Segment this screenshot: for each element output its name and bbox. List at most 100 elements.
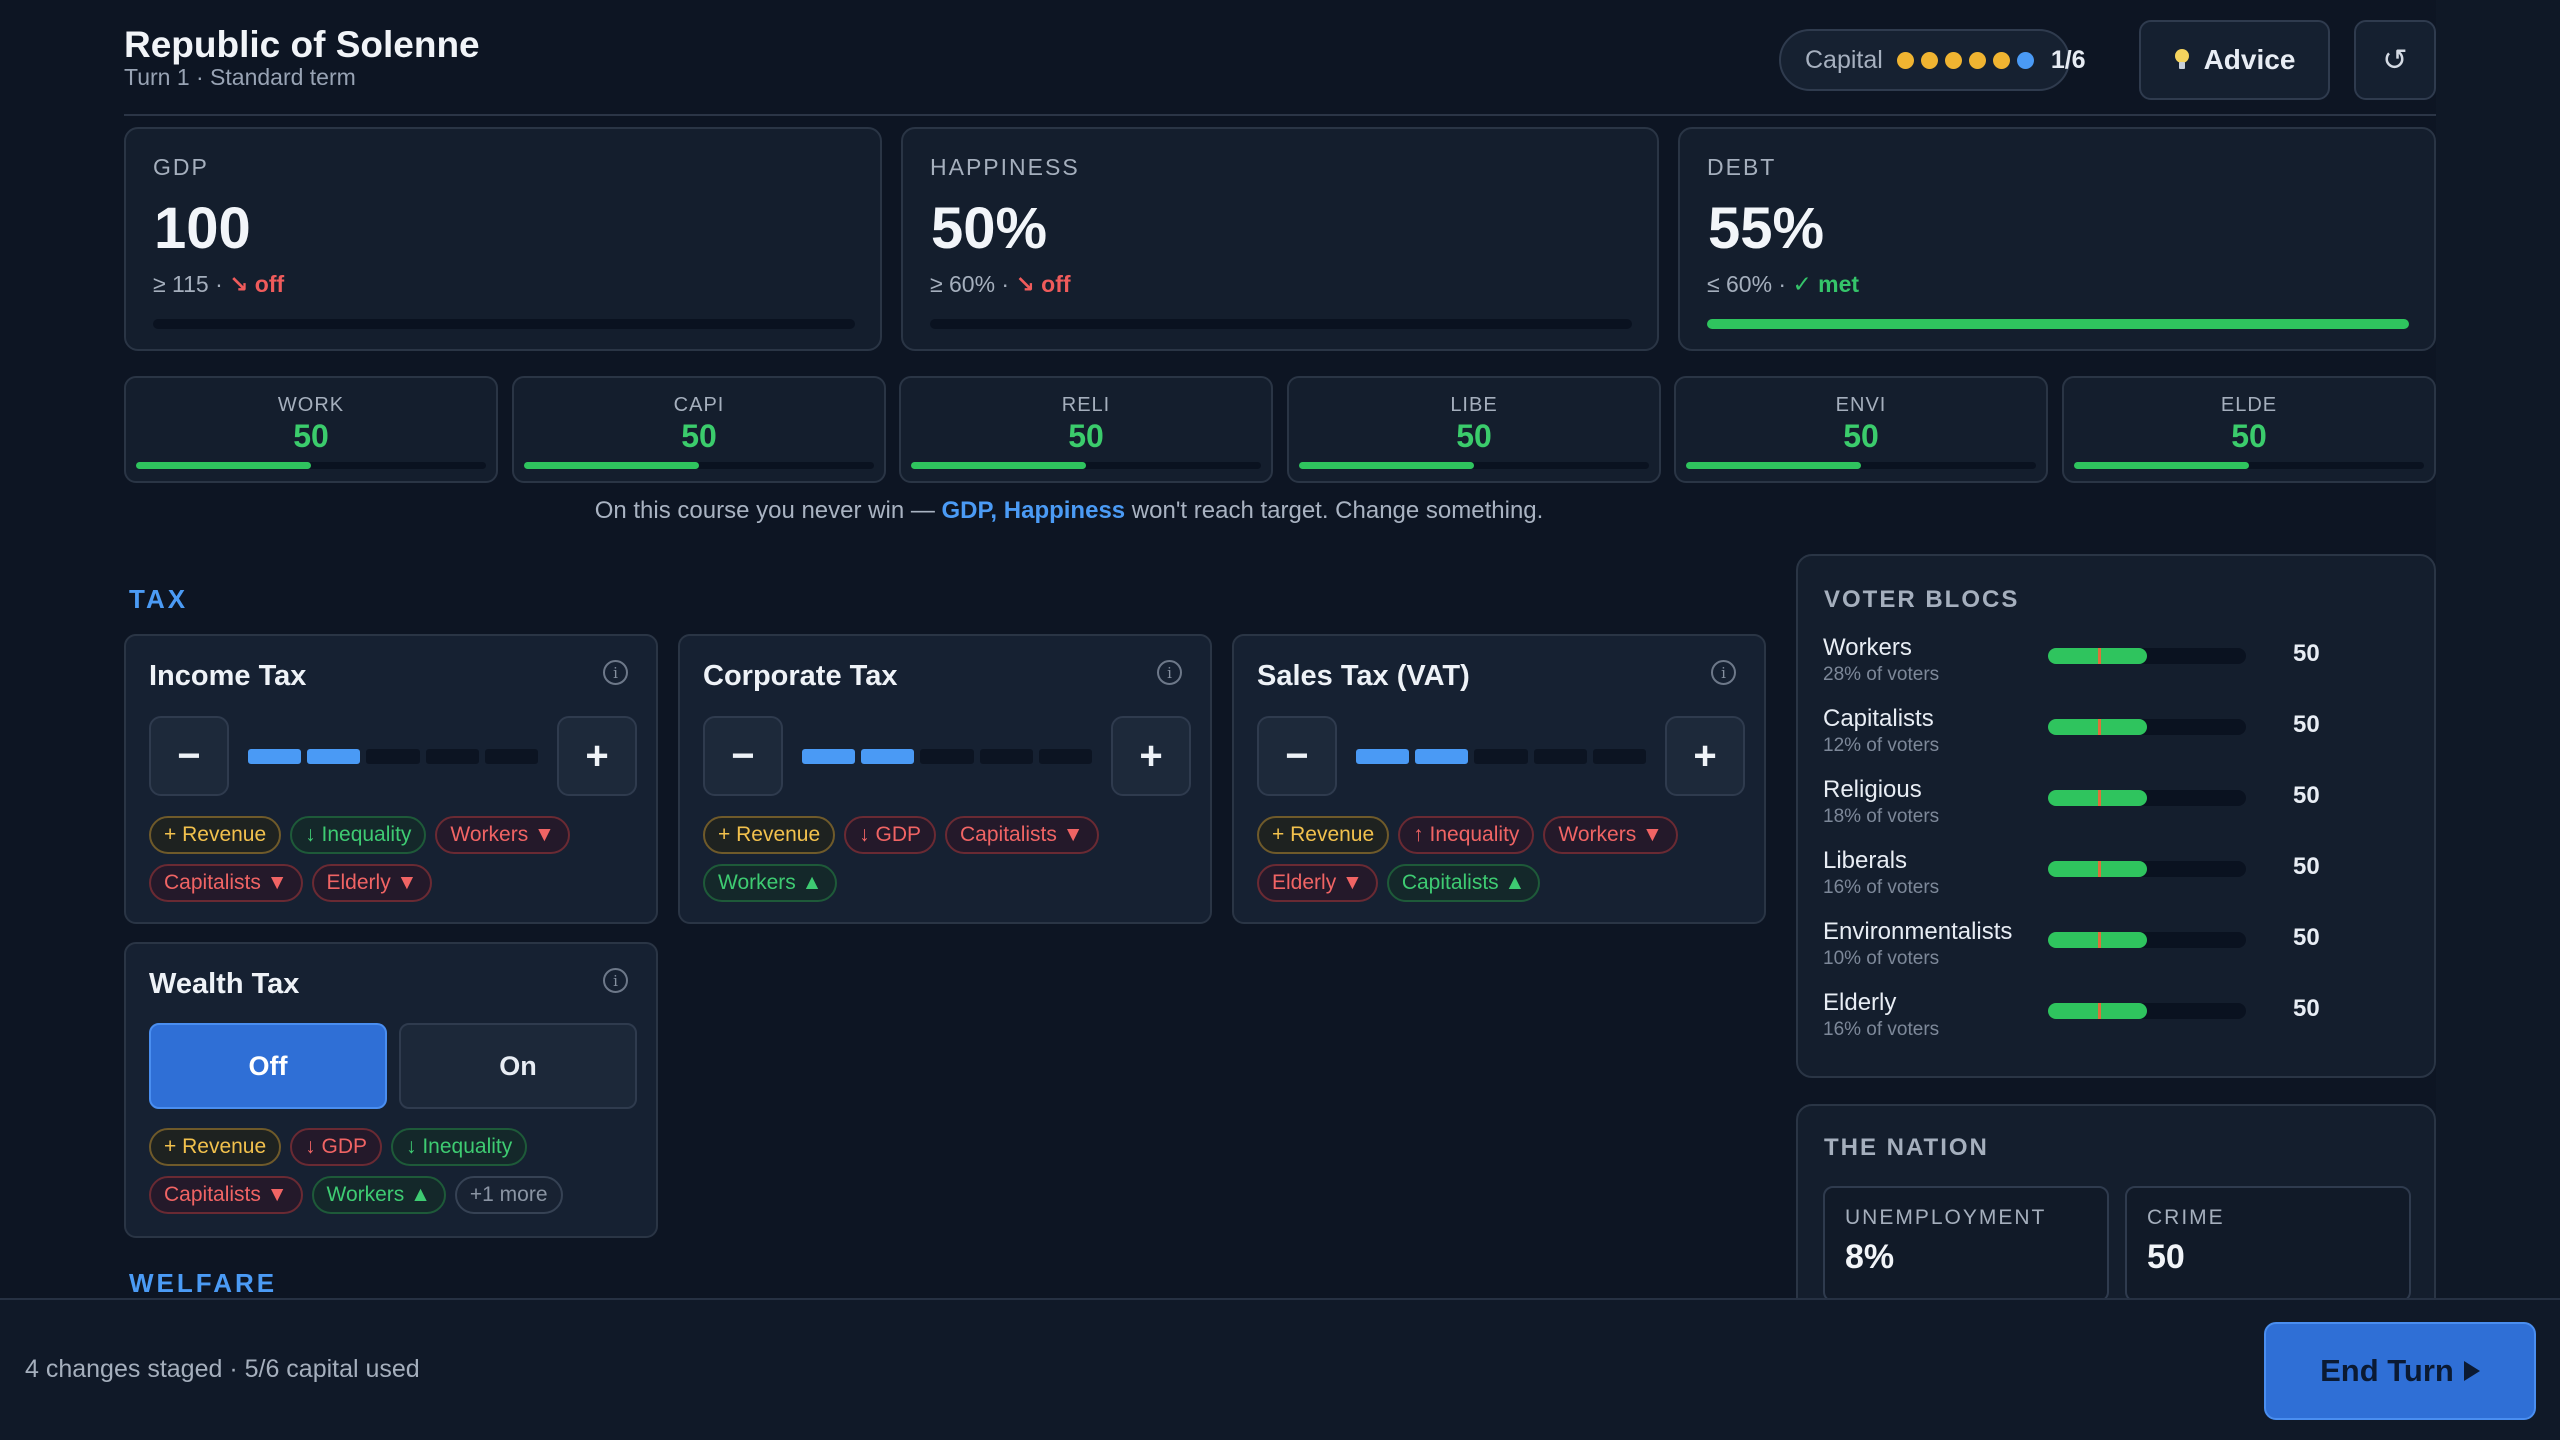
- level-segment: [920, 749, 974, 764]
- bloc-name: Workers: [1823, 634, 1912, 661]
- bloc-label: LIBE: [1450, 394, 1498, 416]
- turn-subtitle: Turn 1 · Standard term: [124, 64, 356, 90]
- bloc-value: 50: [2231, 418, 2267, 454]
- staged-changes-status: 4 changes staged · 5/6 capital used: [25, 1355, 420, 1383]
- effect-chip: Workers ▼: [435, 816, 570, 854]
- info-icon[interactable]: i: [603, 660, 628, 685]
- level-segment: [861, 749, 915, 764]
- approval-bar: [2048, 932, 2246, 948]
- decrease-button[interactable]: −: [149, 716, 229, 796]
- level-indicator: [1356, 749, 1647, 764]
- effect-chip: + Revenue: [703, 816, 836, 854]
- effect-chip: Workers ▼: [1543, 816, 1678, 854]
- separator: ·: [1772, 271, 1793, 297]
- approval-marker: [2097, 719, 2101, 735]
- reset-button[interactable]: ↺: [2354, 20, 2436, 100]
- approval-value: 50: [2293, 782, 2320, 809]
- bloc-bar: [2074, 462, 2424, 469]
- bloc-name: Capitalists: [1823, 705, 1934, 732]
- right-edge-strip: [2436, 0, 2560, 1298]
- approval-bar: [2048, 648, 2246, 664]
- increase-button[interactable]: +: [557, 716, 637, 796]
- bloc-share: 28% of voters: [1823, 664, 1940, 685]
- policy-name: Income Tax: [149, 660, 307, 692]
- effect-chip: Elderly ▼: [1257, 864, 1378, 902]
- stat-card-gdp: GDP 100 ≥ 115 · ↘ off: [124, 127, 882, 351]
- toggle-off-button[interactable]: Off: [149, 1023, 387, 1109]
- voter-bloc-row: Capitalists 12% of voters 50: [1823, 705, 2403, 765]
- policy-name: Wealth Tax: [149, 968, 300, 1000]
- effect-chip: + Revenue: [1257, 816, 1390, 854]
- level-segment: [1474, 749, 1528, 764]
- stat-card-happiness: HAPPINESS 50% ≥ 60% · ↘ off: [901, 127, 1659, 351]
- decrease-button[interactable]: −: [1257, 716, 1337, 796]
- stat-progress-bar: [930, 319, 1632, 329]
- level-segment: [484, 749, 539, 764]
- info-icon[interactable]: i: [603, 968, 628, 993]
- level-segment: [1415, 749, 1469, 764]
- bloc-label: WORK: [277, 394, 345, 416]
- bloc-share: 12% of voters: [1823, 735, 1940, 756]
- stat-value: 100: [154, 196, 251, 261]
- toggle-on-button[interactable]: On: [399, 1023, 637, 1109]
- advice-label: Advice: [2203, 44, 2296, 75]
- bloc-value: 50: [681, 418, 717, 454]
- level-segment: [366, 749, 420, 764]
- effect-chip: ↓ Inequality: [290, 816, 427, 854]
- bloc-bar: [911, 462, 1261, 469]
- effect-chip: ↓ GDP: [844, 816, 937, 854]
- effect-chip: ↓ GDP: [290, 1128, 383, 1166]
- policy-name: Corporate Tax: [703, 660, 898, 692]
- policy-card-sales-tax: Sales Tax (VAT) i − + + Revenue ↑ Inequal…: [1232, 634, 1766, 924]
- bloc-bar: [1686, 462, 2036, 469]
- crime-label: CRIME: [2147, 1206, 2225, 1229]
- bloc-label: ENVI: [1835, 394, 1887, 416]
- increase-button[interactable]: +: [1665, 716, 1745, 796]
- advice-button[interactable]: Advice: [2139, 20, 2330, 100]
- info-icon[interactable]: i: [1157, 660, 1182, 685]
- approval-bar: [2048, 1003, 2246, 1019]
- separator: ·: [995, 271, 1016, 297]
- bloc-bar: [136, 462, 486, 469]
- approval-marker: [2097, 648, 2101, 664]
- panel-title: THE NATION: [1824, 1134, 1989, 1161]
- increase-button[interactable]: +: [1111, 716, 1191, 796]
- stat-label: HAPPINESS: [930, 154, 1080, 180]
- more-effects-chip[interactable]: +1 more: [454, 1176, 563, 1214]
- end-turn-button[interactable]: End Turn: [2264, 1322, 2536, 1420]
- bloc-summary-environmentalists: ENVI 50: [1674, 376, 2048, 483]
- crime-box: CRIME 50: [2125, 1186, 2411, 1298]
- policy-card-wealth-tax: Wealth Tax i Off On + Revenue ↓ GDP ↓ Ineq…: [124, 942, 658, 1238]
- effect-chips: + Revenue ↓ Inequality Workers ▼ Capitalist…: [149, 816, 649, 902]
- unemployment-label: UNEMPLOYMENT: [1845, 1206, 2047, 1229]
- approval-bar: [2048, 719, 2246, 735]
- bloc-name: Elderly: [1823, 989, 1897, 1016]
- approval-value: 50: [2293, 711, 2320, 738]
- bloc-name: Environmentalists: [1823, 918, 2013, 945]
- warning-suffix: won't reach target. Change something.: [1125, 497, 1544, 524]
- level-segment: [1038, 749, 1093, 764]
- capital-indicator: Capital 1/6: [1779, 29, 2086, 91]
- approval-bar: [2048, 790, 2246, 806]
- forecast-warning: On this course you never win — GDP, Happ…: [124, 497, 2014, 525]
- capital-dot: [1896, 51, 1914, 69]
- voter-bloc-row: Workers 28% of voters 50: [1823, 634, 2403, 694]
- bloc-name: Religious: [1823, 776, 1922, 803]
- bloc-summary-elderly: ELDE 50: [2062, 376, 2436, 483]
- decrease-button[interactable]: −: [703, 716, 783, 796]
- main-area: Republic of Solenne Turn 1 · Standard te…: [124, 0, 2436, 1298]
- stat-value: 50%: [931, 196, 1048, 261]
- info-icon[interactable]: i: [1711, 660, 1736, 685]
- stat-label: DEBT: [1707, 154, 1777, 180]
- stat-target: ≤ 60% · ✓ met: [1707, 271, 1859, 298]
- approval-marker: [2097, 861, 2101, 877]
- level-segment: [1356, 749, 1410, 764]
- bloc-bar: [524, 462, 874, 469]
- level-segment: [425, 749, 479, 764]
- effect-chip: Capitalists ▼: [945, 816, 1099, 854]
- capital-dot: [1920, 51, 1938, 69]
- bloc-summary-workers: WORK 50: [124, 376, 498, 483]
- target-value: ≥ 60%: [930, 271, 996, 297]
- bloc-bar-fill: [2074, 462, 2249, 469]
- target-value: ≥ 115: [153, 271, 209, 297]
